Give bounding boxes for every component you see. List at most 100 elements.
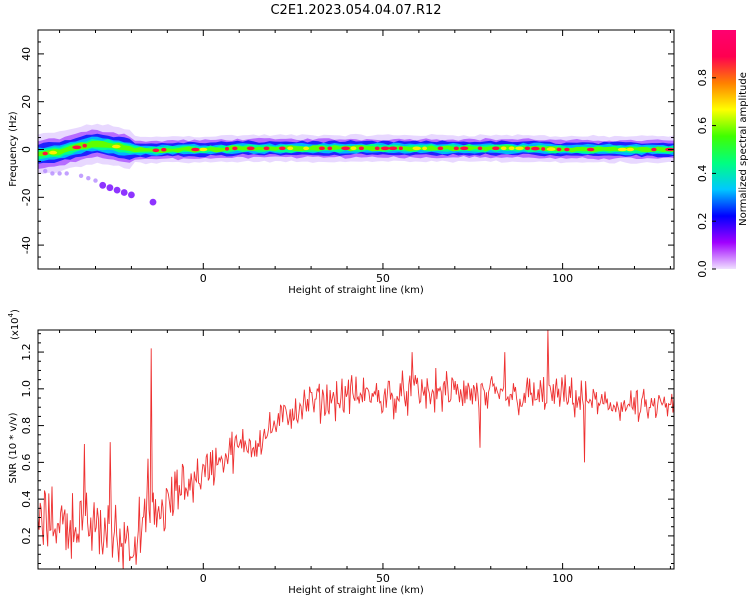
- colorbar-tick-label: 0.8: [696, 69, 709, 87]
- colorbar-tick-label: 0.4: [696, 165, 709, 183]
- spectrogram-peak-6: [161, 147, 167, 152]
- top-y-tick-label: -40: [20, 236, 33, 254]
- spectrogram-peak-43: [626, 147, 634, 152]
- spectrogram-marks: [38, 123, 675, 206]
- snr-y-multiplier-base: (x10: [10, 317, 21, 340]
- snr-plot-area: [38, 330, 674, 569]
- spectrogram-peak-1: [49, 150, 58, 155]
- top-y-tick-label: 0: [20, 146, 33, 153]
- spectrogram-peak-44: [651, 147, 657, 152]
- spectrogram-peak-33: [508, 146, 515, 151]
- snr-ticks: 0 50 100 0.2 0.4 0.6 0.8 1.0 1.2: [20, 330, 674, 585]
- bottom-y-tick-label: 1.0: [20, 380, 33, 398]
- spectrogram-peak-28: [453, 146, 459, 151]
- top-x-tick-label: 0: [200, 272, 207, 285]
- top-y-tick-label: 20: [20, 95, 33, 109]
- weak-track-point-7: [99, 181, 107, 189]
- spectrogram-peak-14: [287, 146, 294, 151]
- weak-track-point-8: [106, 184, 114, 192]
- bottom-y-tick-label: 0.4: [20, 490, 33, 508]
- weak-track-point-10: [120, 189, 128, 196]
- colorbar-title: Normalized spectral amplitude: [738, 72, 749, 226]
- spectrogram-peak-37: [541, 147, 546, 151]
- bottom-y-tick-label: 0.6: [20, 454, 33, 472]
- spectrogram-peak-11: [246, 146, 255, 151]
- spectrogram-peak-18: [341, 146, 350, 151]
- spectrogram-peak-24: [398, 146, 403, 151]
- spectrogram-peak-42: [617, 147, 627, 152]
- weak-track-point-9: [113, 186, 121, 194]
- spectrogram-peak-31: [492, 146, 500, 151]
- weak-track-point-3: [64, 171, 69, 176]
- bottom-y-tick-label: 1.2: [20, 343, 33, 361]
- weak-track-point-6: [93, 178, 98, 183]
- spectrogram-peak-3: [82, 143, 87, 148]
- bottom-y-tick-label: 0.2: [20, 527, 33, 545]
- spectrogram-peak-21: [374, 146, 380, 151]
- spectrogram-peak-0: [42, 151, 48, 156]
- spectrogram-peak-2: [72, 145, 82, 150]
- bottom-y-tick-label: 0.8: [20, 417, 33, 435]
- top-y-tick-label: -20: [20, 188, 33, 206]
- spectrogram-peak-19: [350, 146, 357, 151]
- spectrogram-peak-35: [524, 146, 531, 151]
- colorbar-tick-label: 0.0: [696, 260, 709, 278]
- spectrogram-peak-12: [263, 146, 270, 151]
- spectrogram-peak-26: [422, 146, 427, 151]
- spectrogram-peak-34: [515, 146, 524, 151]
- spectrogram-peak-40: [564, 147, 570, 152]
- weak-track-point-4: [78, 173, 84, 178]
- snr-y-axis-title: SNR (10 * v/v): [8, 412, 19, 483]
- spectrogram-peak-8: [199, 147, 208, 152]
- spectrogram-peak-5: [152, 148, 160, 153]
- spectrogram-peak-13: [279, 146, 286, 151]
- colorbar-tick-label: 0.6: [696, 117, 709, 135]
- spectrogram-x-axis-title: Height of straight line (km): [288, 285, 424, 296]
- weak-track-point-11: [127, 191, 135, 199]
- snr-marks: [38, 330, 674, 569]
- bottom-x-tick-label: 0: [200, 572, 207, 585]
- colorbar-tick-label: 0.2: [696, 212, 709, 230]
- spectrogram-peak-15: [303, 146, 309, 151]
- spectrogram-peak-22: [380, 146, 390, 151]
- top-y-tick-label: 40: [20, 47, 33, 61]
- figure-title: C2E1.2023.054.04.07.R12: [270, 3, 441, 18]
- snr-y-multiplier: (x104): [7, 309, 21, 340]
- spectrogram-peak-25: [412, 146, 421, 151]
- spectrogram-peak-9: [225, 146, 229, 151]
- snr-frame: [37, 329, 675, 570]
- weak-track-point-2: [57, 171, 62, 176]
- spectrogram-y-axis-title: Frequency (Hz): [8, 111, 19, 187]
- spectrogram-ticks: 0 50 100 -40 -20 0 20 40: [20, 29, 674, 285]
- spectrogram-peak-32: [500, 146, 507, 151]
- weak-track-point-0: [43, 168, 48, 174]
- spectrogram-peak-17: [327, 146, 333, 151]
- spectrogram-panel: 0 50 100 -40 -20 0 20 40 Height of straight lin…: [8, 29, 675, 296]
- spectrogram-peak-4: [112, 144, 121, 149]
- weak-track-point-1: [50, 171, 55, 176]
- snr-series-line: [38, 330, 674, 569]
- spectrogram-peak-27: [437, 146, 444, 151]
- snr-y-multiplier-close: ): [10, 309, 21, 313]
- snr-panel: 0 50 100 0.2 0.4 0.6 0.8 1.0 1.2 Height of strai…: [7, 309, 675, 596]
- spectrogram-peak-36: [531, 146, 540, 151]
- spectrogram-peak-39: [556, 147, 562, 152]
- spectrogram-peak-38: [546, 147, 556, 151]
- spectrogram-peak-23: [388, 146, 398, 151]
- colorbar-gradient: [712, 30, 736, 269]
- spectrogram-peak-7: [191, 147, 200, 152]
- bottom-x-tick-label: 50: [376, 572, 390, 585]
- snr-x-axis-title: Height of straight line (km): [288, 585, 424, 596]
- weak-track-point-5: [86, 176, 91, 181]
- colorbar-ticks: 0.0 0.2 0.4 0.6 0.8: [696, 69, 716, 278]
- spectrogram-peak-29: [460, 146, 469, 151]
- snr-y-multiplier-exponent: 4: [7, 312, 15, 317]
- top-x-tick-label: 50: [376, 272, 390, 285]
- spectrogram-peak-10: [232, 146, 238, 151]
- spectrogram-peak-16: [318, 146, 325, 151]
- colorbar: 0.0 0.2 0.4 0.6 0.8 Normalized spectral ampl…: [696, 30, 749, 278]
- weak-track-point-12: [149, 198, 157, 206]
- spectrogram-peak-30: [477, 146, 483, 151]
- spectrogram-peak-41: [586, 147, 595, 152]
